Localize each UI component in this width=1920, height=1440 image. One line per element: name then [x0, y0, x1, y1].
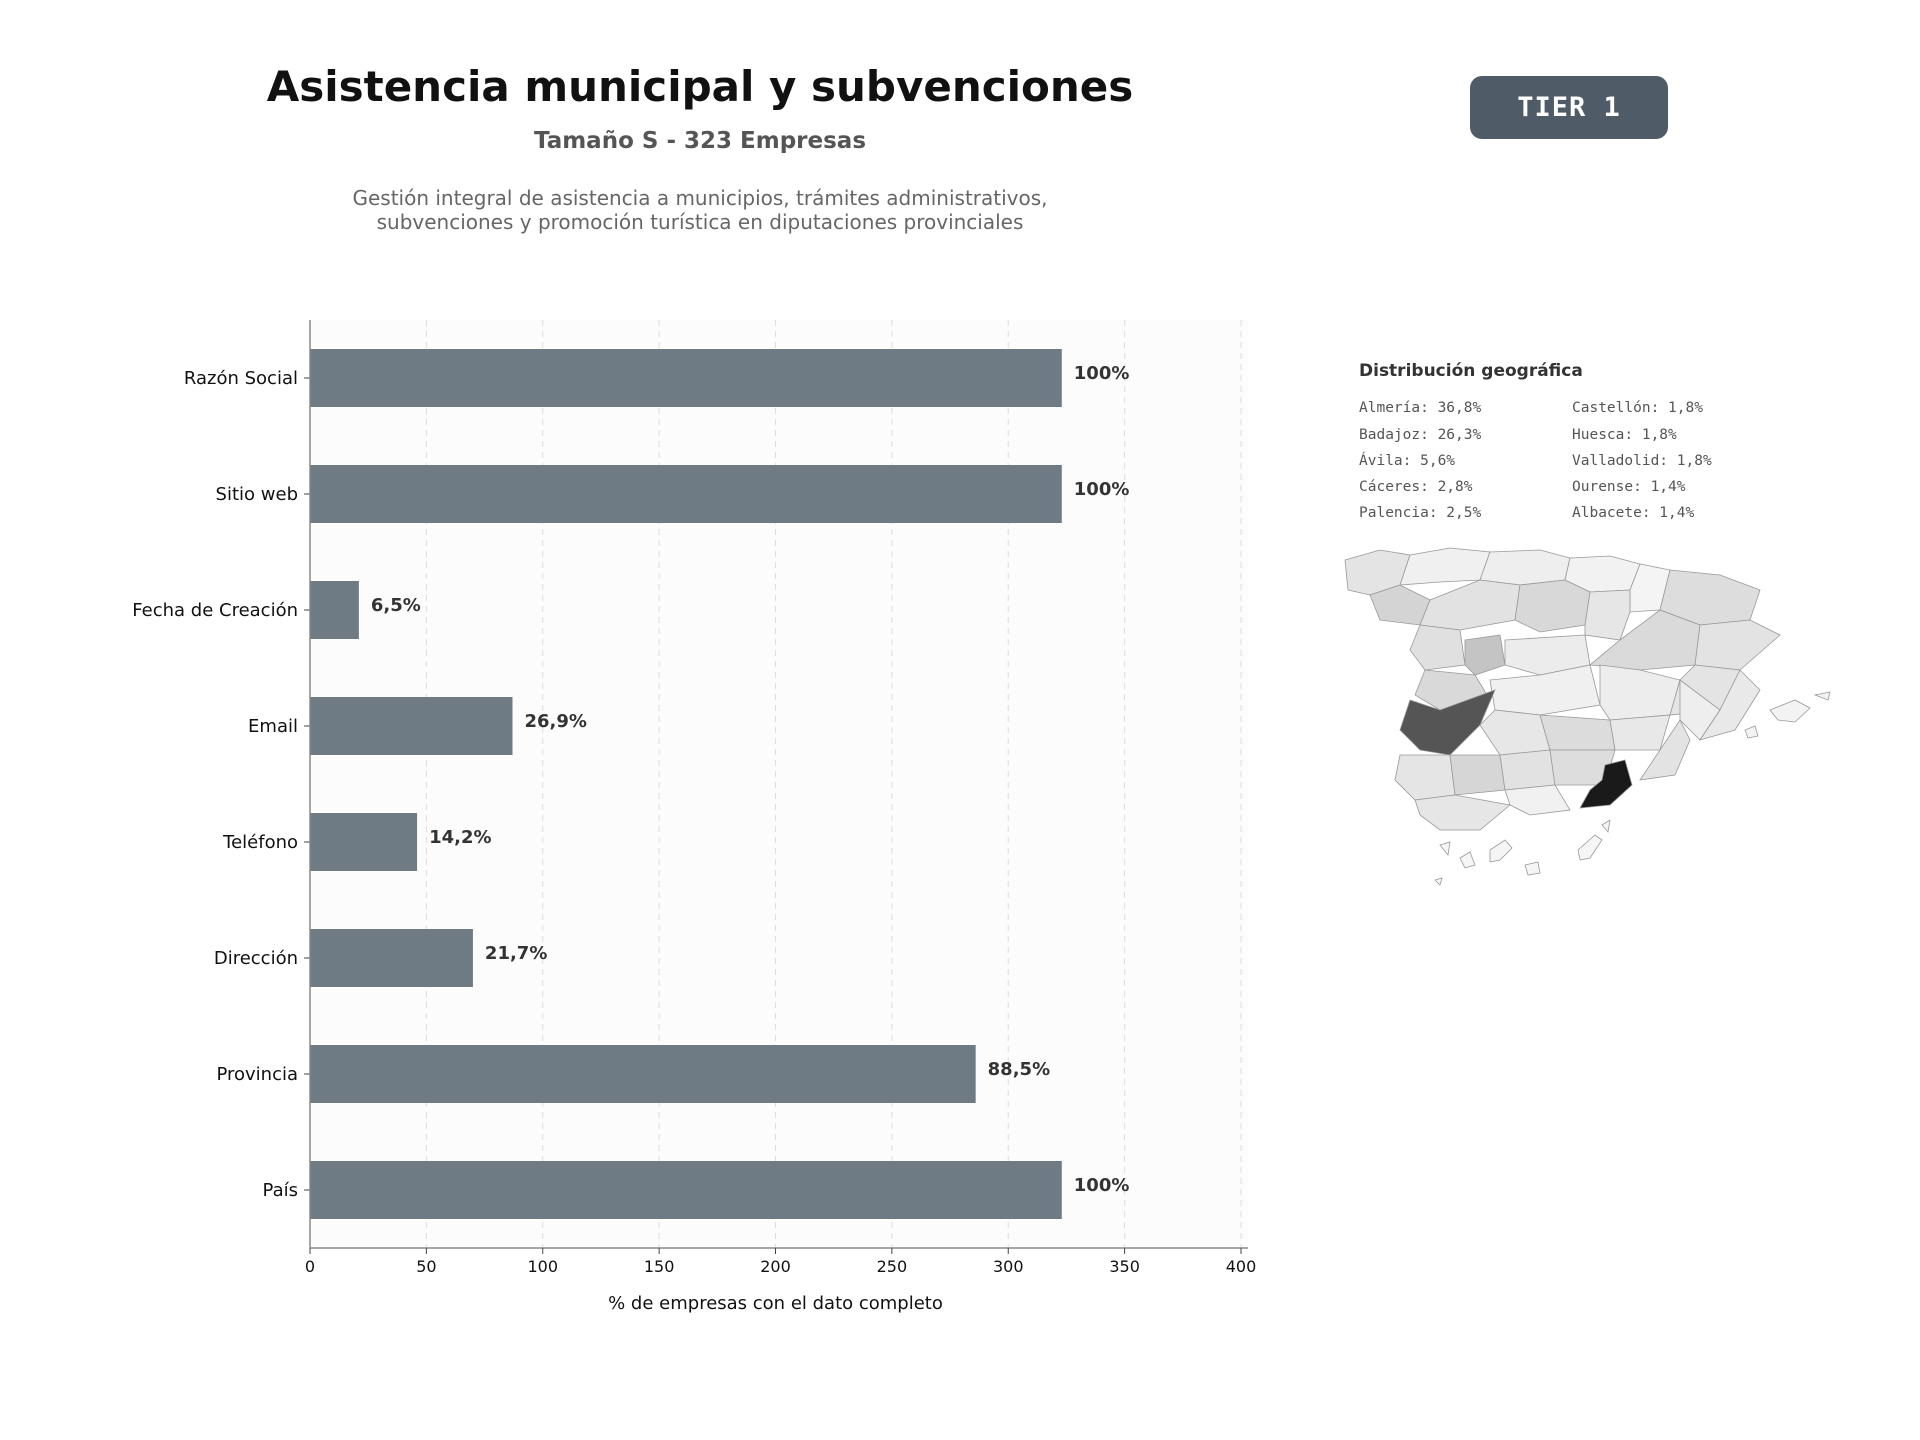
- geo-item: Ávila: 5,6%: [1359, 453, 1456, 469]
- x-tick-label: 250: [877, 1257, 908, 1276]
- page-title: Asistencia municipal y subvenciones: [266, 62, 1134, 111]
- geo-item: Palencia: 2,5%: [1359, 505, 1482, 521]
- geo-item: Castellón: 1,8%: [1572, 400, 1703, 416]
- geo-item: Almería: 36,8%: [1359, 400, 1482, 416]
- map-province: [1504, 784, 1571, 816]
- geo-item: Badajoz: 26,3%: [1359, 427, 1482, 443]
- y-tick-label: Razón Social: [184, 368, 298, 389]
- bar: [310, 465, 1062, 523]
- bar: [310, 1045, 976, 1103]
- x-tick-label: 400: [1226, 1257, 1257, 1276]
- map-province: [1394, 754, 1456, 801]
- map-province: [1399, 689, 1496, 756]
- map-province: [1579, 759, 1633, 809]
- plot-area: [310, 320, 1248, 1248]
- data-label: 26,9%: [524, 711, 586, 732]
- map-province: [1479, 549, 1571, 586]
- data-label: 6,5%: [371, 595, 421, 616]
- x-tick-label: 150: [644, 1257, 675, 1276]
- x-tick-label: 50: [416, 1257, 436, 1276]
- data-label: 100%: [1074, 479, 1130, 500]
- y-tick-label: Email: [248, 716, 298, 737]
- map-province: [1524, 861, 1541, 876]
- map-province: [1479, 709, 1551, 756]
- data-label: 14,2%: [429, 827, 491, 848]
- map-province: [1499, 749, 1556, 791]
- map-province: [1539, 714, 1616, 751]
- map-province: [1813, 691, 1831, 701]
- map-province: [1639, 719, 1691, 781]
- data-label: 21,7%: [485, 943, 547, 964]
- bar: [310, 813, 418, 871]
- bar: [310, 1161, 1062, 1219]
- map-province: [1464, 634, 1506, 676]
- x-tick-label: 300: [993, 1257, 1024, 1276]
- map-province: [1601, 819, 1611, 833]
- map-province: [1419, 579, 1521, 631]
- map-province: [1399, 547, 1491, 586]
- map-province: [1744, 725, 1759, 739]
- geo-item: Albacete: 1,4%: [1572, 505, 1695, 521]
- tier-badge: TIER 1: [1470, 76, 1668, 139]
- spain-province-map: [1344, 547, 1831, 886]
- map-province: [1599, 664, 1681, 721]
- map-province: [1699, 669, 1761, 741]
- map-province: [1434, 877, 1443, 886]
- bar: [310, 349, 1062, 407]
- geo-item: Huesca: 1,8%: [1572, 427, 1677, 443]
- x-axis-label: % de empresas con el dato completo: [608, 1293, 943, 1314]
- page-subtitle: Tamaño S - 323 Empresas: [533, 128, 867, 154]
- bar-chart: Razón Social 100% Sitio web 100% Fecha de Cr…: [132, 320, 1257, 1314]
- map-province: [1439, 841, 1451, 856]
- y-tick-label: Teléfono: [222, 832, 298, 853]
- y-tick-label: País: [263, 1180, 298, 1201]
- description-line-2: subvenciones y promoción turística en di…: [376, 210, 1024, 234]
- map-province: [1459, 851, 1476, 869]
- data-label: 88,5%: [988, 1059, 1050, 1080]
- map-province: [1414, 794, 1511, 831]
- map-province: [1577, 834, 1603, 861]
- bar: [310, 929, 473, 987]
- bar: [310, 697, 513, 755]
- data-label: 100%: [1074, 1175, 1130, 1196]
- x-tick-label: 0: [305, 1257, 315, 1276]
- map-province: [1769, 699, 1811, 723]
- y-tick-label: Fecha de Creación: [132, 600, 298, 621]
- description-line-1: Gestión integral de asistencia a municip…: [352, 186, 1048, 210]
- geo-item: Cáceres: 2,8%: [1359, 479, 1473, 495]
- y-tick-label: Sitio web: [216, 484, 298, 505]
- x-tick-label: 200: [760, 1257, 791, 1276]
- y-tick-label: Dirección: [214, 948, 298, 969]
- geo-item: Valladolid: 1,8%: [1572, 453, 1712, 469]
- x-tick-label: 350: [1109, 1257, 1140, 1276]
- map-province: [1584, 589, 1631, 641]
- map-province: [1409, 624, 1466, 671]
- map-province: [1609, 714, 1671, 751]
- map-province: [1629, 563, 1671, 613]
- map-province: [1514, 579, 1591, 633]
- map-province: [1489, 839, 1513, 863]
- data-label: 100%: [1074, 363, 1130, 384]
- map-province: [1449, 754, 1506, 796]
- geo-title: Distribución geográfica: [1359, 361, 1583, 381]
- bar: [310, 581, 359, 639]
- y-tick-label: Provincia: [216, 1064, 298, 1085]
- geo-item: Ourense: 1,4%: [1572, 479, 1686, 495]
- page-description: Gestión integral de asistencia a municip…: [0, 186, 1400, 234]
- x-tick-label: 100: [527, 1257, 558, 1276]
- map-province: [1694, 619, 1781, 671]
